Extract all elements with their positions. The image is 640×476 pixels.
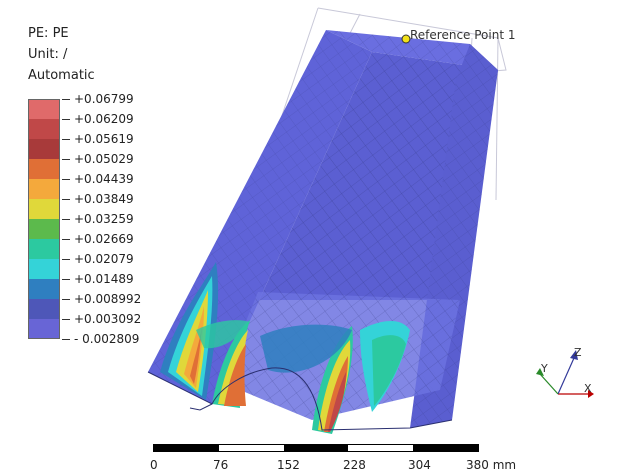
legend-swatch xyxy=(28,299,60,319)
legend-swatch xyxy=(28,219,60,239)
strain-contours xyxy=(160,262,410,434)
legend-value: +0.02669 xyxy=(62,232,134,246)
legend-value: +0.003092 xyxy=(62,312,141,326)
legend-swatch xyxy=(28,139,60,159)
legend-value: - 0.002809 xyxy=(62,332,139,346)
color-legend xyxy=(28,99,60,339)
scale-label: 304 xyxy=(408,458,431,472)
bottom-edge xyxy=(147,367,453,431)
axis-y-label: Y xyxy=(541,362,548,375)
scale-label: 380 mm xyxy=(466,458,517,472)
legend-swatch xyxy=(28,259,60,279)
legend-swatch xyxy=(28,319,60,339)
scale-label: 76 xyxy=(213,458,229,472)
legend-swatch xyxy=(28,99,60,119)
axis-triad xyxy=(536,350,594,398)
scale-label: 152 xyxy=(277,458,300,472)
scale-label: 0 xyxy=(150,458,158,472)
legend-value: +0.04439 xyxy=(62,172,134,186)
legend-swatch xyxy=(28,179,60,199)
legend-value: +0.03259 xyxy=(62,212,134,226)
legend-value: +0.06209 xyxy=(62,112,134,126)
legend-value: +0.06799 xyxy=(62,92,134,106)
legend-value: +0.05029 xyxy=(62,152,134,166)
legend-value: +0.05619 xyxy=(62,132,134,146)
scale-label: 228 xyxy=(343,458,366,472)
legend-swatch xyxy=(28,199,60,219)
variable-title: PE: PE xyxy=(28,26,69,41)
reference-point-label: Reference Point 1 xyxy=(410,28,516,42)
axis-z-label: Z xyxy=(574,346,582,359)
axis-x-label: X xyxy=(584,382,592,395)
range-mode-label: Automatic xyxy=(28,68,95,83)
unit-label: Unit: / xyxy=(28,47,68,62)
legend-value: +0.02079 xyxy=(62,252,134,266)
legend-value: +0.008992 xyxy=(62,292,141,306)
legend-swatch xyxy=(28,239,60,259)
legend-value: +0.03849 xyxy=(62,192,134,206)
legend-value: +0.01489 xyxy=(62,272,134,286)
reference-point-marker xyxy=(401,34,411,44)
legend-swatch xyxy=(28,159,60,179)
legend-swatch xyxy=(28,279,60,299)
scale-bar xyxy=(153,444,479,452)
legend-swatch xyxy=(28,119,60,139)
